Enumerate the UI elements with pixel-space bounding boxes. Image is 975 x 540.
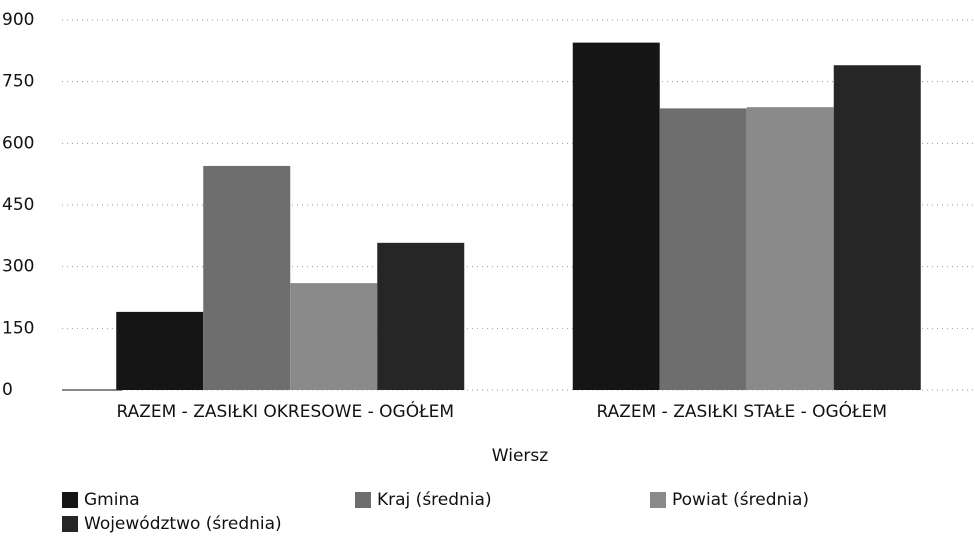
y-tick-label: 0 (2, 380, 13, 400)
bar (116, 311, 204, 390)
legend-label: Powiat (średnia) (672, 490, 809, 510)
bar (659, 108, 747, 390)
bar (377, 242, 465, 390)
y-tick-label: 900 (2, 10, 34, 30)
y-tick-label: 450 (2, 195, 34, 215)
bar (746, 107, 834, 391)
x-tick-label: RAZEM - ZASIŁKI OKRESOWE - OGÓŁEM (116, 400, 454, 422)
bar (572, 42, 660, 390)
y-tick-label: 300 (2, 257, 34, 277)
bar (290, 283, 378, 390)
legend-label: Województwo (średnia) (84, 514, 282, 534)
bar (203, 165, 291, 390)
y-tick-label: 600 (2, 133, 34, 153)
x-axis-label: Wiersz (492, 446, 548, 466)
legend-label: Gmina (84, 490, 140, 510)
legend-swatch (62, 492, 78, 508)
bar (833, 65, 921, 390)
legend-swatch (62, 516, 78, 532)
x-tick-label: RAZEM - ZASIŁKI STAŁE - OGÓŁEM (596, 400, 887, 422)
legend-label: Kraj (średnia) (377, 490, 492, 510)
legend-swatch (355, 492, 371, 508)
legend-swatch (650, 492, 666, 508)
y-tick-label: 750 (2, 72, 34, 92)
y-tick-label: 150 (2, 318, 34, 338)
